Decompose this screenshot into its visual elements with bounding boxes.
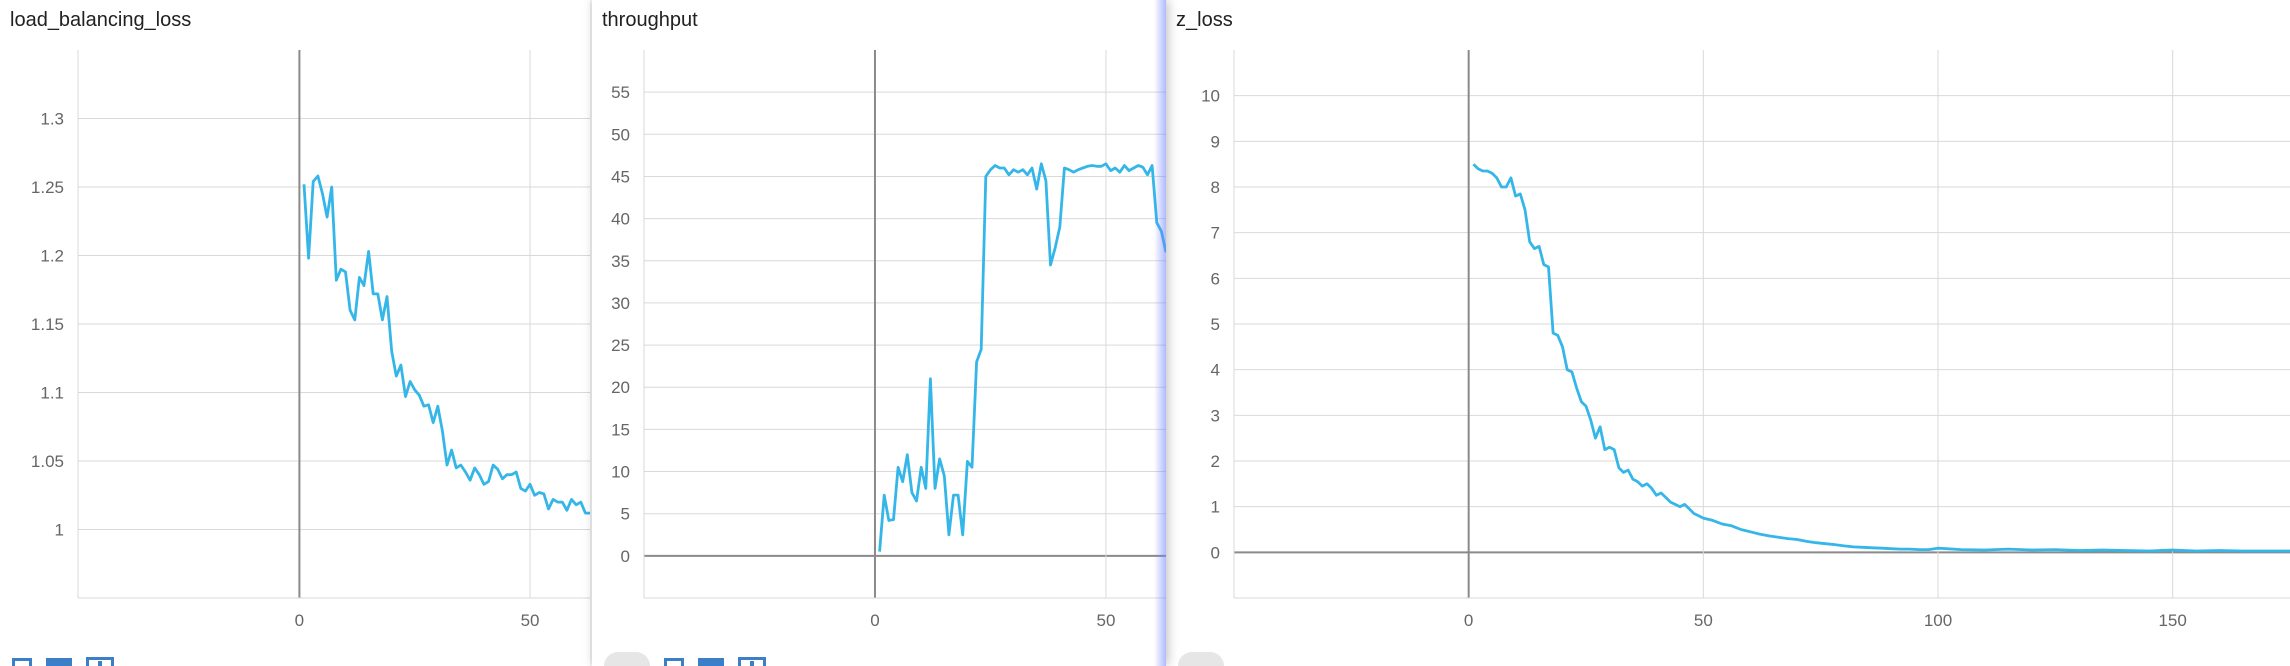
- chart-card-z-loss: z_loss 0 1 2 3 4 5 6 7 8 9 10 0 50 100 150: [1166, 0, 2290, 666]
- x-tick-label: 50: [1694, 611, 1713, 630]
- y-tick-label: 40: [611, 210, 630, 229]
- fit-domain-icon[interactable]: [86, 657, 114, 666]
- series-line: [302, 174, 590, 515]
- fit-domain-icon[interactable]: [738, 657, 766, 666]
- chart-card-throughput: throughput 0 5 10 15 20 25 30 35 40 45 50 55 0 50: [592, 0, 1166, 666]
- x-tick-label: 50: [1096, 611, 1115, 630]
- y-tick-label: 45: [611, 167, 630, 186]
- x-tick-label: 50: [521, 611, 540, 630]
- y-tick-label: 20: [611, 378, 630, 397]
- throughput-plot[interactable]: 0 5 10 15 20 25 30 35 40 45 50 55 0 50: [592, 0, 1166, 666]
- y-tick-label: 1.25: [31, 178, 64, 197]
- x-tick-label: 0: [1464, 611, 1473, 630]
- y-tick-label: 5: [621, 505, 630, 524]
- x-tick-label: 150: [2158, 611, 2186, 630]
- y-tick-label: 55: [611, 83, 630, 102]
- y-tick-label: 30: [611, 294, 630, 313]
- y-tick-label: 3: [1211, 406, 1220, 425]
- y-tick-label: 1.05: [31, 452, 64, 471]
- expand-icon[interactable]: [664, 658, 684, 666]
- chart-card-load-balancing-loss: load_balancing_loss 1 1.05 1.1 1.15 1.2 1.25 1…: [0, 0, 590, 666]
- chart-menu-button[interactable]: [604, 652, 650, 666]
- chart-toolbar: [1178, 646, 1224, 666]
- y-tick-label: 15: [611, 420, 630, 439]
- y-tick-label: 1.1: [40, 384, 64, 403]
- y-tick-label: 10: [611, 463, 630, 482]
- series-line: [878, 162, 1166, 552]
- y-tick-label: 6: [1211, 269, 1220, 288]
- y-tick-label: 50: [611, 125, 630, 144]
- expand-icon[interactable]: [12, 658, 32, 666]
- chart-title: throughput: [602, 9, 698, 31]
- y-tick-label: 4: [1211, 361, 1220, 380]
- x-tick-label: 0: [870, 611, 879, 630]
- chart-title: load_balancing_loss: [10, 9, 192, 31]
- chart-title: z_loss: [1176, 9, 1233, 31]
- y-tick-label: 1.2: [40, 247, 64, 266]
- data-table-icon[interactable]: [46, 658, 72, 666]
- y-tick-label: 1: [1211, 498, 1220, 517]
- chart-toolbar: [12, 646, 114, 666]
- y-tick-label: 2: [1211, 452, 1220, 471]
- y-tick-label: 0: [621, 547, 630, 566]
- y-tick-label: 8: [1211, 178, 1220, 197]
- data-table-icon[interactable]: [698, 658, 724, 666]
- series-line: [1472, 163, 2290, 553]
- y-tick-label: 1: [55, 521, 64, 540]
- y-tick-label: 10: [1201, 87, 1220, 106]
- chart-menu-button[interactable]: [1178, 652, 1224, 666]
- y-tick-label: 35: [611, 252, 630, 271]
- x-tick-label: 0: [295, 611, 304, 630]
- y-tick-label: 5: [1211, 315, 1220, 334]
- y-tick-label: 0: [1211, 543, 1220, 562]
- load-balancing-loss-plot[interactable]: 1 1.05 1.1 1.15 1.2 1.25 1.3 0 50: [0, 0, 590, 666]
- chart-toolbar: [604, 646, 766, 666]
- y-tick-label: 9: [1211, 132, 1220, 151]
- x-tick-label: 100: [1924, 611, 1952, 630]
- y-tick-label: 1.15: [31, 315, 64, 334]
- y-tick-label: 25: [611, 336, 630, 355]
- y-tick-label: 7: [1211, 224, 1220, 243]
- y-tick-label: 1.3: [40, 110, 64, 129]
